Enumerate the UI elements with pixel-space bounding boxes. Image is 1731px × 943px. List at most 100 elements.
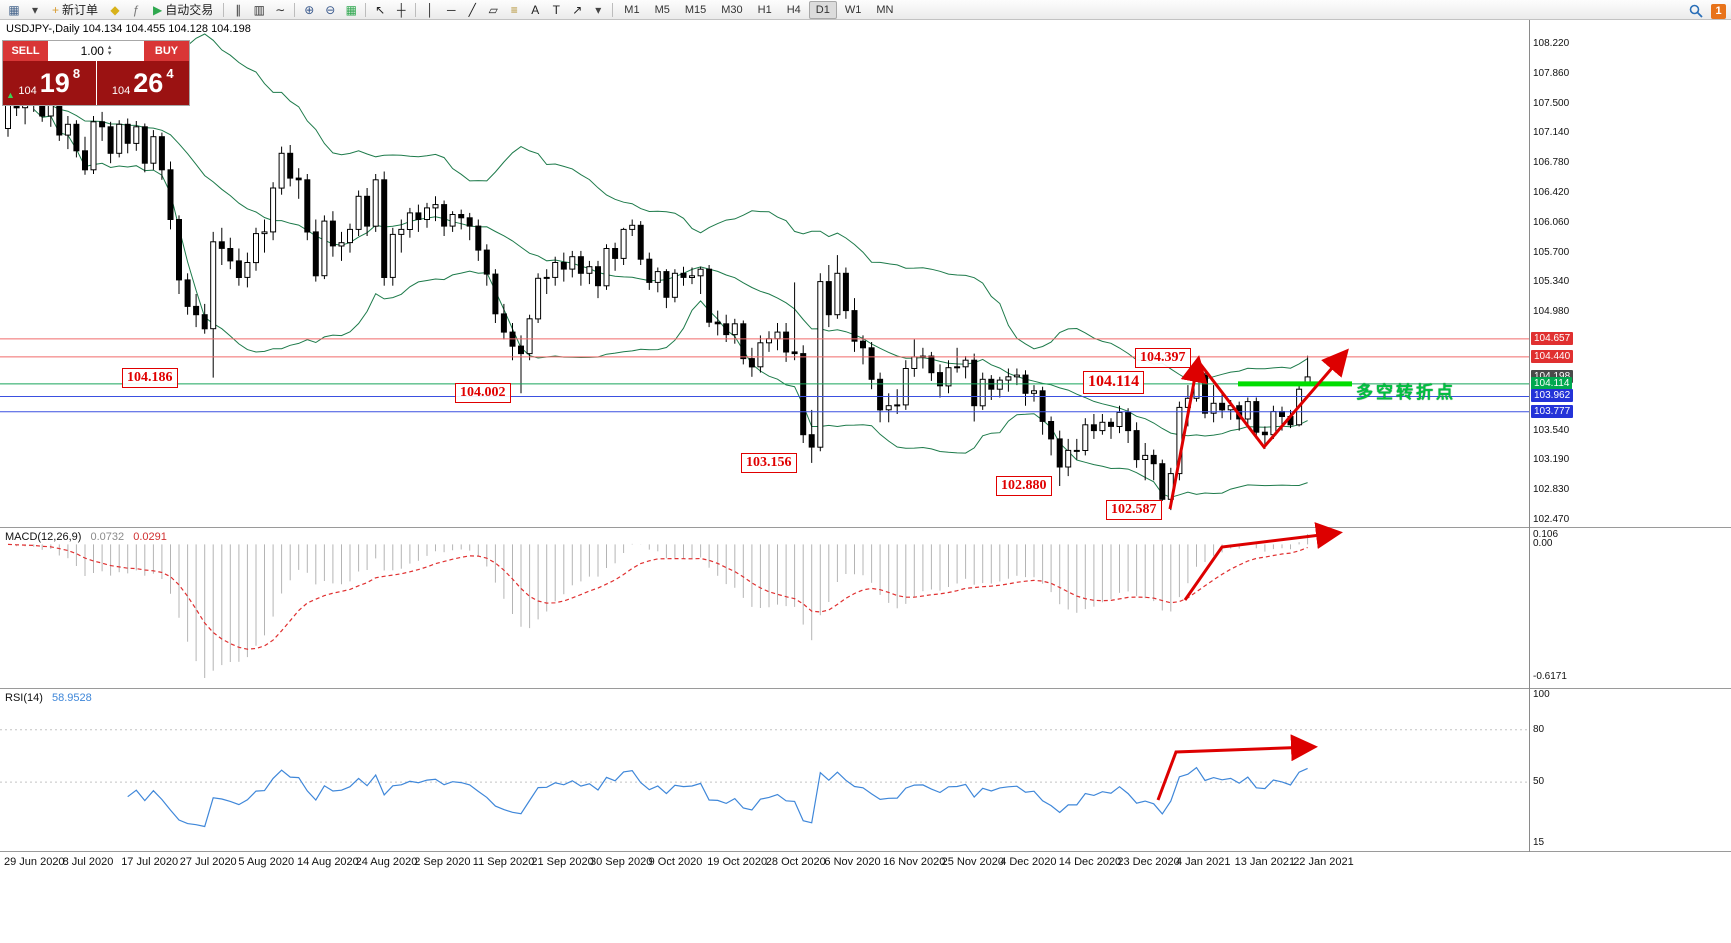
line-chart-icon[interactable]: ∼ [270, 1, 290, 19]
new-order-glyph: + [52, 2, 60, 17]
fibonacci-icon[interactable]: ≡ [504, 1, 524, 19]
timeframe-h4[interactable]: H4 [786, 3, 801, 16]
buy-price[interactable]: 104 26 4 [95, 61, 190, 105]
candle [492, 273, 499, 315]
channel-icon-glyph: ▱ [488, 2, 498, 17]
candle [1073, 449, 1080, 452]
sell-price[interactable]: ▲ 104 19 8 [3, 61, 96, 105]
candle [543, 276, 550, 279]
new-order-button[interactable]: + 新订单 [46, 1, 104, 19]
sell-button[interactable]: SELL [3, 41, 49, 61]
search-icon[interactable] [1686, 2, 1706, 20]
buy-button[interactable]: BUY [143, 41, 189, 61]
chart-symbol-ohlc: USDJPY-,Daily 104.134 104.455 104.128 10… [6, 23, 251, 35]
candle [842, 272, 849, 312]
price-level-label[interactable]: 103.156 [741, 453, 797, 474]
candle [1202, 374, 1208, 414]
toolbar-separator [612, 2, 614, 17]
horizontal-line-icon[interactable]: ─ [441, 1, 461, 19]
price-level-label[interactable]: 104.114 [1083, 370, 1145, 394]
price-tag: 104.114 [1531, 376, 1573, 390]
timeframe-w1[interactable]: W1 [844, 3, 862, 16]
crosshair-icon-glyph: ┼ [397, 2, 406, 17]
timeframe-m5[interactable]: M5 [654, 3, 670, 16]
rsi-pane[interactable] [0, 689, 1529, 851]
price-axis-label: 106.060 [1533, 216, 1570, 228]
arrows-tool-icon[interactable]: ↗ [567, 1, 587, 19]
price-level-label[interactable]: 102.587 [1106, 500, 1162, 521]
volume-value[interactable]: 1.00 [80, 44, 104, 58]
macd-axis-label: -0.6171 [1533, 671, 1567, 682]
timeframe-m30[interactable]: M30 [721, 3, 743, 16]
crosshair-icon[interactable]: ┼ [391, 1, 411, 19]
shapes-dropdown-icon[interactable]: ▾ [588, 1, 608, 19]
candle [595, 266, 601, 287]
candle [1065, 449, 1072, 468]
vertical-line-icon[interactable]: │ [420, 1, 440, 19]
trendline-icon[interactable]: ╱ [462, 1, 482, 19]
candle [432, 204, 439, 209]
volume-down-icon[interactable]: ▾ [107, 50, 112, 57]
timeframe-h1[interactable]: H1 [757, 3, 772, 16]
volume-stepper[interactable]: 1.00 ▴ ▾ [49, 41, 143, 61]
candle [928, 355, 935, 374]
volume-up-icon[interactable]: ▴ [107, 43, 112, 51]
price-level-label[interactable]: 102.880 [996, 476, 1052, 497]
price-level-label[interactable]: 104.397 [1135, 347, 1191, 368]
time-axis-label: 4 Dec 2020 [1000, 856, 1057, 868]
pane-separator[interactable] [0, 527, 1731, 528]
timeframe-d1[interactable]: D1 [808, 0, 837, 19]
candle [253, 233, 259, 264]
timeframe-mn[interactable]: MN [876, 3, 894, 16]
indicators-icon[interactable]: ƒ [126, 1, 146, 19]
auto-trading-button-label: 自动交易 [165, 3, 214, 17]
bid-ask-prices: ▲ 104 19 8 104 26 4 [3, 61, 189, 105]
candle [167, 169, 174, 221]
tile-windows-icon[interactable]: ▦ [341, 1, 361, 19]
toolbar-separator [415, 2, 417, 17]
timeframe-m15[interactable]: M15 [684, 3, 707, 16]
bar-chart-icon[interactable]: ∥ [228, 1, 248, 19]
candlestick-chart-icon[interactable]: ▥ [249, 1, 269, 19]
candlestick-chart-icon-glyph: ▥ [253, 2, 265, 17]
price-chart-pane[interactable] [0, 20, 1529, 527]
candle [1133, 430, 1140, 461]
zoom-in-icon[interactable]: ⊕ [299, 1, 319, 19]
volume-spin-buttons[interactable]: ▴ ▾ [107, 43, 112, 58]
notification-badge[interactable]: 1 [1711, 3, 1726, 19]
candle [1090, 424, 1097, 432]
candle [808, 434, 815, 448]
candle [1099, 421, 1106, 432]
candle [535, 277, 542, 320]
pane-separator[interactable] [0, 688, 1731, 689]
zoom-out-icon[interactable]: ⊖ [320, 1, 340, 19]
text-icon[interactable]: A [525, 1, 545, 19]
price-level-label[interactable]: 104.002 [455, 383, 511, 404]
new-chart-icon[interactable]: ▦ [4, 1, 24, 19]
candle [937, 372, 943, 387]
candle [1261, 431, 1268, 436]
text-label-icon[interactable]: T [546, 1, 566, 19]
candle [646, 258, 653, 283]
candle [774, 331, 781, 340]
candle [1056, 438, 1063, 468]
chart-dropdown-icon[interactable]: ▾ [25, 1, 45, 19]
candle [1048, 421, 1055, 440]
macd-signal-line [7, 543, 1308, 650]
candle [500, 313, 507, 333]
sell-price-pips: 19 [39, 67, 70, 98]
candle [902, 368, 909, 406]
price-level-label[interactable]: 104.186 [122, 367, 178, 389]
metaeditor-icon[interactable]: ◆ [105, 1, 125, 19]
auto-trading-button[interactable]: ▶ 自动交易 [147, 1, 219, 19]
macd-header: MACD(12,26,9) 0.0732 0.0291 [5, 531, 167, 543]
channel-icon[interactable]: ▱ [483, 1, 503, 19]
candle [1253, 401, 1260, 433]
cursor-icon[interactable]: ↖ [370, 1, 390, 19]
macd-main-value: 0.0732 [90, 531, 125, 543]
macd-pane[interactable] [0, 528, 1529, 688]
candle [1116, 411, 1123, 427]
candle [954, 366, 961, 369]
timeframe-m1[interactable]: M1 [624, 3, 640, 16]
